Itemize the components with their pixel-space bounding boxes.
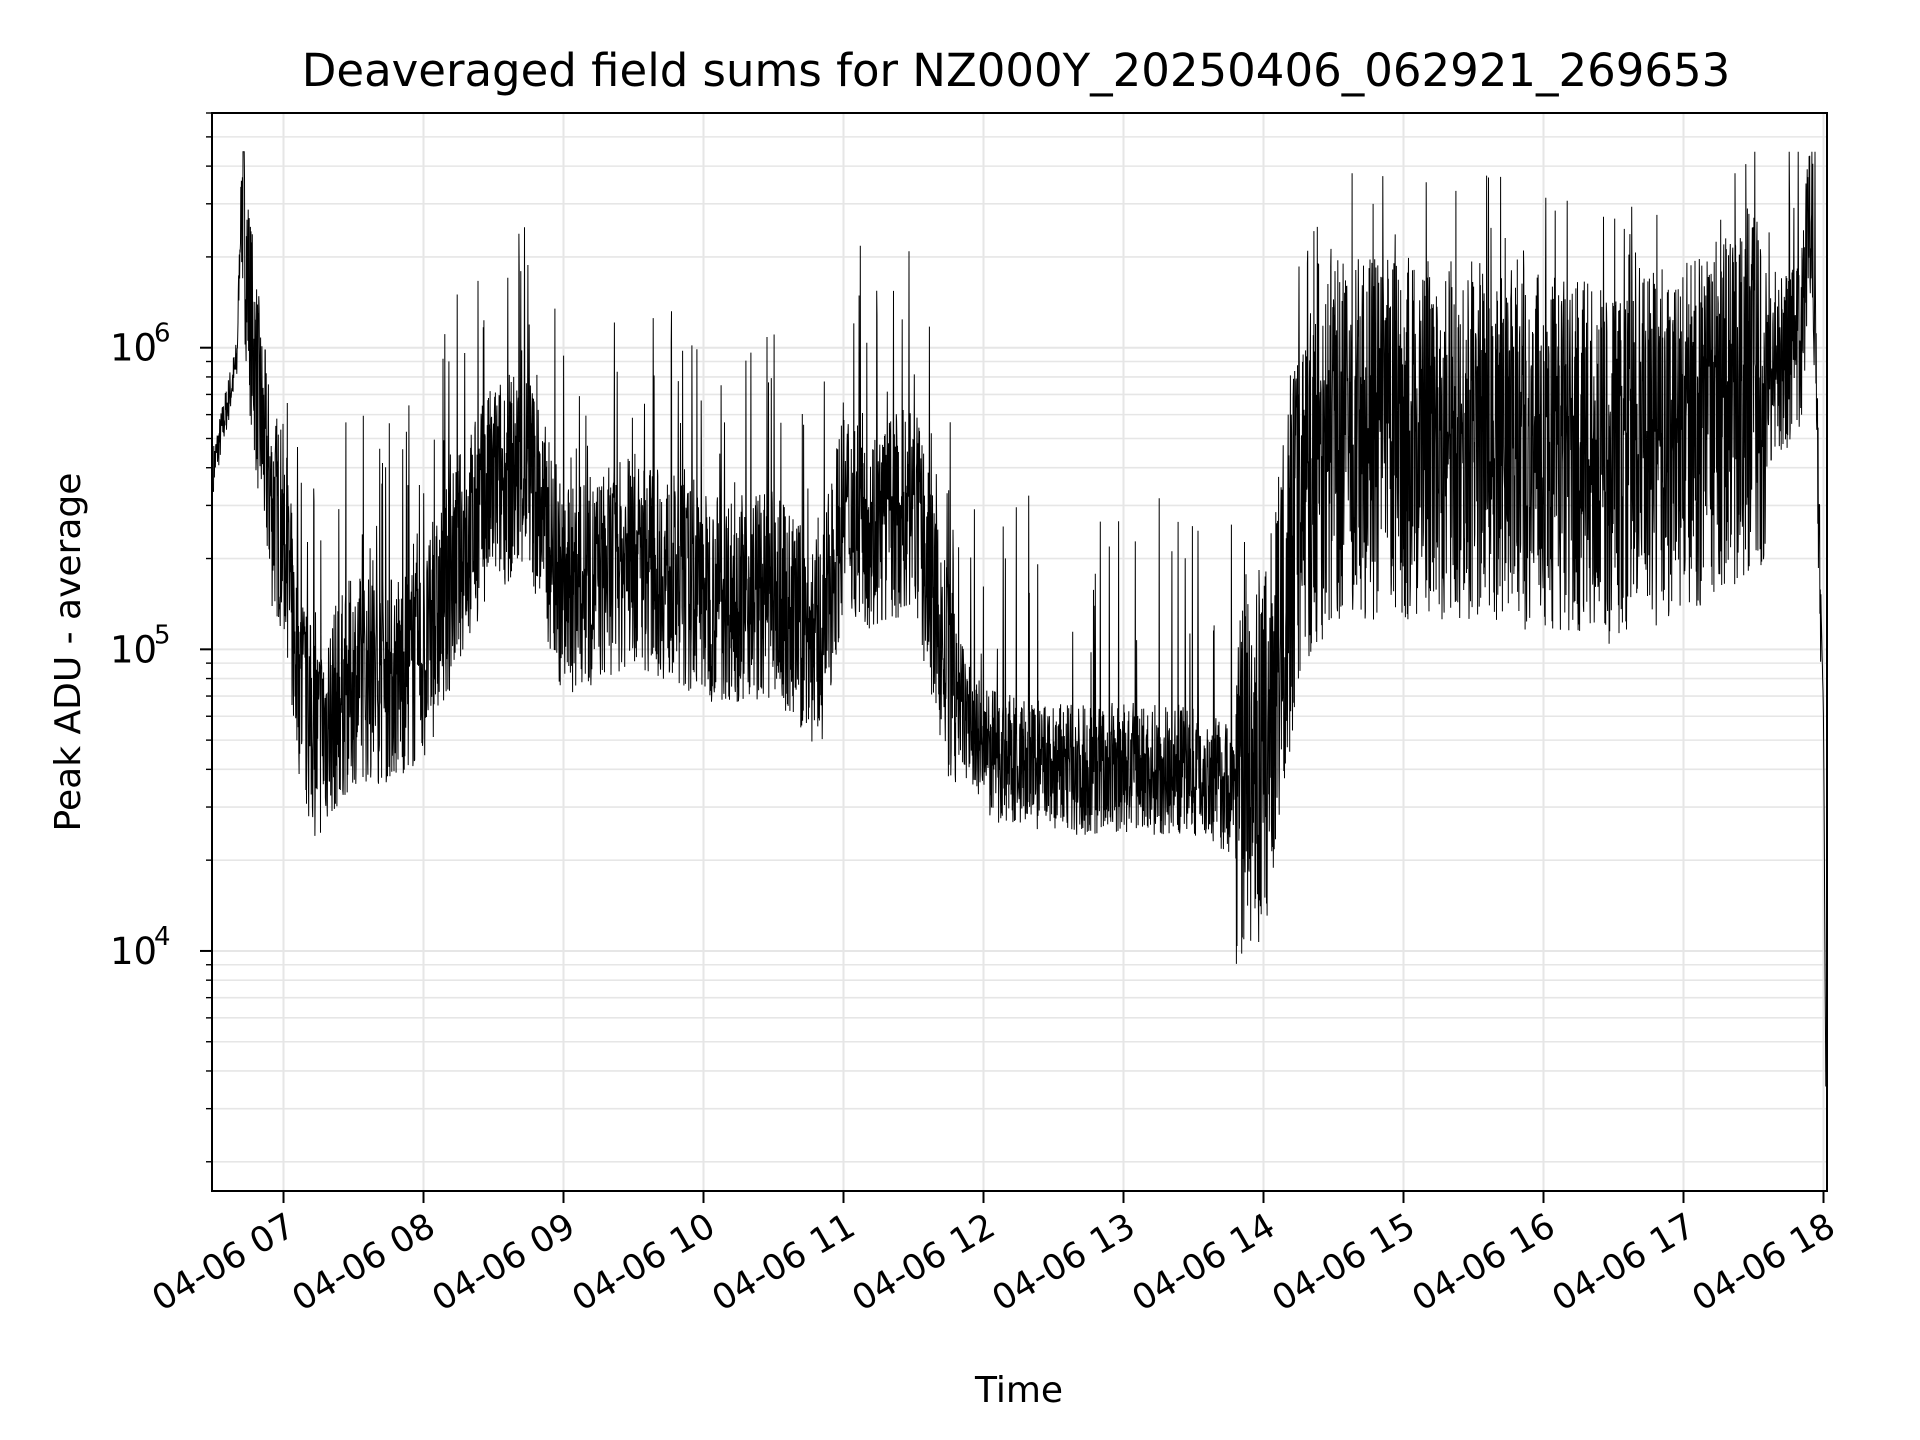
x-axis-label: Time: [974, 1370, 1063, 1411]
series-line: [213, 151, 1827, 1087]
plot-frame: [211, 112, 1828, 1192]
y-tick-label: 10: [110, 628, 157, 671]
y-tick-label: 10: [110, 327, 157, 370]
y-tick-exponent: 6: [154, 319, 171, 349]
y-tick-exponent: 5: [154, 620, 171, 650]
y-axis-label: Peak ADU - average: [48, 473, 89, 832]
y-tick-exponent: 4: [154, 922, 171, 952]
chart-title: Deaveraged field sums for NZ000Y_2025040…: [302, 44, 1731, 97]
y-tick-label: 10: [110, 930, 157, 973]
